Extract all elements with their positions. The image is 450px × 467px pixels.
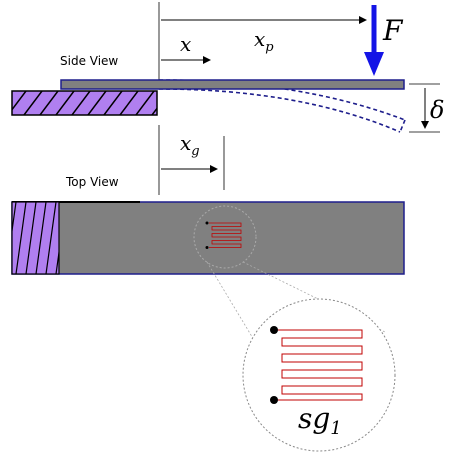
gauge-terminal-large-bottom [270, 396, 278, 404]
beam-side [60, 79, 405, 90]
zoom-line-left [206, 261, 261, 351]
gauge-terminal-small-bottom [205, 246, 209, 249]
top-clamp [11, 201, 60, 275]
gauge-zoom-circle-large [242, 298, 396, 452]
deflection-dimension [409, 83, 440, 133]
top-view-label: Top View [65, 175, 119, 189]
gauge-terminal-small-top [205, 221, 209, 225]
deflection-symbol: δ [430, 96, 444, 124]
force-arrow [364, 5, 384, 76]
xg-symbol: xg [180, 131, 200, 159]
beam-top [11, 201, 405, 275]
gauge-terminal-large-top [270, 326, 278, 334]
deflected-beam-outline [158, 79, 406, 133]
side-clamp [11, 90, 158, 116]
side-view-label: Side View [60, 54, 118, 68]
force-symbol: F [382, 14, 404, 47]
strain-gauge-symbol: sg1 [298, 402, 342, 439]
strain-gauge-small [209, 222, 242, 248]
strain-gauge-large [274, 329, 363, 401]
x-symbol: x [180, 32, 191, 56]
xp-symbol: xp [254, 27, 274, 55]
gauge-zoom-circle-small [193, 205, 257, 269]
